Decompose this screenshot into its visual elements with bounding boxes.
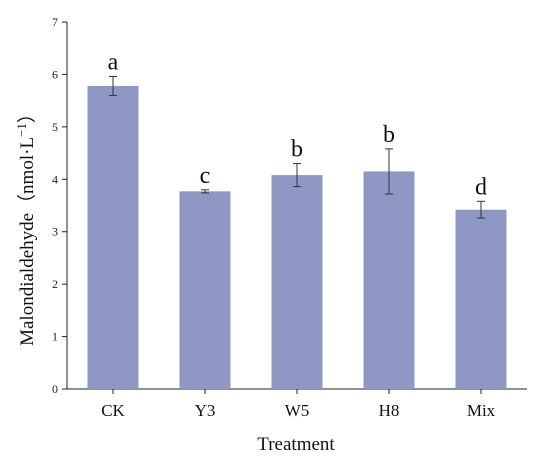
y-tick-label: 7 (52, 15, 58, 29)
bar (455, 209, 507, 389)
significance-label: b (383, 122, 395, 148)
x-tick-label: Mix (467, 401, 496, 420)
significance-label: d (475, 174, 487, 200)
bar (363, 171, 415, 389)
y-tick-label: 1 (52, 330, 58, 344)
y-tick-label: 3 (52, 225, 58, 239)
y-tick-label: 4 (52, 172, 58, 186)
x-tick-label: H8 (379, 401, 400, 420)
significance-label: a (108, 50, 119, 76)
bar (179, 191, 231, 389)
y-tick-label: 5 (52, 120, 58, 134)
y-tick-label: 6 (52, 67, 58, 81)
x-tick-label: CK (101, 401, 125, 420)
significance-label: c (200, 163, 211, 189)
x-tick-label: Y3 (195, 401, 216, 420)
x-tick-label: W5 (285, 401, 310, 420)
significance-label: b (291, 137, 303, 163)
y-axis-title: Malondialdehyde（nmol·L−1） (14, 104, 38, 346)
y-tick-label: 0 (52, 382, 58, 396)
y-tick-label: 2 (52, 277, 58, 291)
bar (271, 175, 323, 389)
bar (87, 85, 139, 389)
x-axis-title: Treatment (257, 434, 335, 455)
